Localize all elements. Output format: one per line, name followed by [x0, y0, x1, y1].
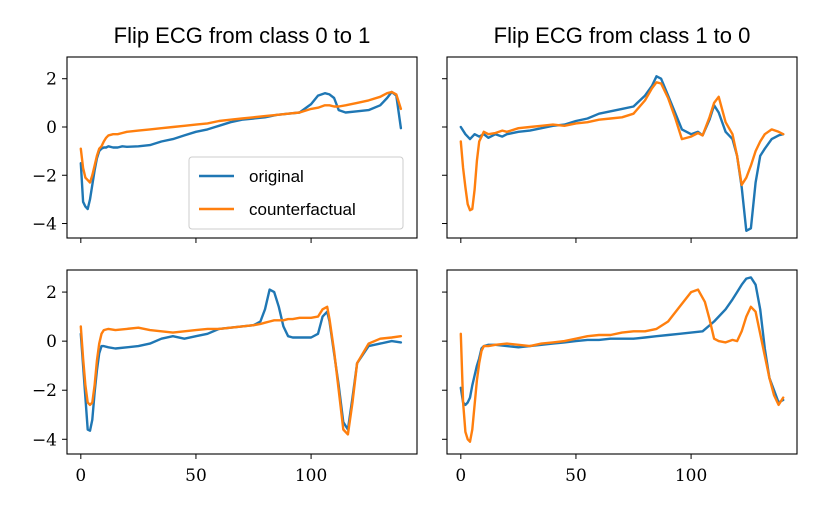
axes-frame [446, 56, 798, 239]
x-tick-label: 50 [565, 466, 587, 486]
x-tick-label: 50 [185, 466, 207, 486]
series-line-counterfactual [459, 288, 785, 443]
y-tick-label: 0 [46, 118, 57, 138]
x-tick-label: 100 [295, 466, 327, 486]
series-line-original [459, 276, 785, 407]
panel-0-0: Flip ECG from class 0 to 1 2 0 −2 −4 [32, 23, 418, 243]
panel-title: Flip ECG from class 0 to 1 [114, 23, 371, 48]
y-tick-label: −4 [32, 215, 57, 235]
y-tick-label: 0 [46, 332, 57, 352]
legend-label-original: original [249, 167, 304, 186]
legend-label-counterfactual: counterfactual [249, 200, 356, 219]
legend-box [188, 156, 404, 230]
panel-1-1: 0 50 100 [442, 269, 798, 486]
x-tick-label: 0 [75, 466, 86, 486]
y-tick-label: −2 [32, 381, 57, 401]
axes-frame [446, 269, 798, 455]
axes-frame [66, 269, 418, 455]
series-line-counterfactual [79, 90, 403, 184]
series-line-original [79, 288, 403, 432]
y-tick-label: 2 [46, 283, 57, 303]
y-tick-label: −4 [32, 430, 57, 450]
series-line-original [459, 75, 785, 233]
axes-frame [66, 56, 418, 239]
series-line-counterfactual [79, 305, 403, 436]
panel-0-1: Flip ECG from class 1 to 0 [442, 23, 798, 243]
y-tick-label: 2 [46, 70, 57, 90]
legend: original counterfactual [188, 156, 404, 230]
y-tick-label: −2 [32, 166, 57, 186]
panel-title: Flip ECG from class 1 to 0 [494, 23, 751, 48]
x-tick-label: 100 [675, 466, 707, 486]
panel-1-0: 2 0 −2 −4 0 50 100 [32, 269, 418, 486]
x-tick-label: 0 [455, 466, 466, 486]
series-line-counterfactual [459, 81, 785, 212]
